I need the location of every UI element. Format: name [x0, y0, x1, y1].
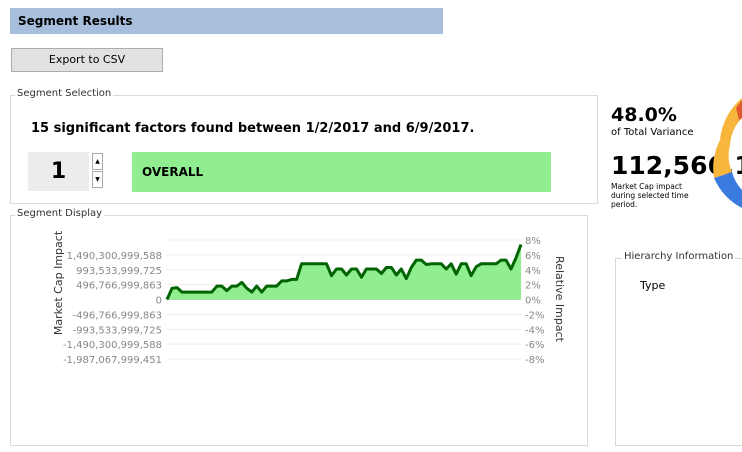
- panel-legend: Hierarchy Information: [622, 251, 736, 262]
- segment-selection-panel: Segment Selection 15 significant factors…: [10, 88, 598, 204]
- export-button[interactable]: Export to CSV: [11, 48, 163, 72]
- donut-segment: [736, 100, 742, 120]
- y2-tick-label: 8%: [525, 236, 541, 247]
- y-tick-label: -993,533,999,725: [73, 325, 163, 336]
- summary-text: 15 significant factors found between 1/2…: [31, 121, 475, 136]
- y2-tick-label: 4%: [525, 266, 541, 277]
- donut-segment: [714, 172, 742, 208]
- line: [165, 243, 523, 301]
- y-axis-title: Market Cap Impact: [52, 230, 65, 335]
- y2-tick-label: -2%: [525, 310, 544, 321]
- y2-tick-label: 2%: [525, 281, 541, 292]
- y2-tick-label: -4%: [525, 325, 544, 336]
- hierarchy-panel: Hierarchy Information Type: [615, 251, 742, 446]
- y2-tick-label: -8%: [525, 355, 544, 366]
- segment-display-panel: Segment Display: [10, 208, 588, 446]
- y-tick-label: 496,766,999,863: [76, 281, 162, 292]
- y-tick-label: -496,766,999,863: [73, 310, 163, 321]
- donut-segment: [713, 140, 732, 178]
- y-tick-label: -1,490,300,999,588: [63, 340, 162, 351]
- donut-chart: [713, 98, 742, 208]
- variance-value: 48.0%: [611, 104, 677, 126]
- y-tick-label: 0: [156, 296, 162, 307]
- y2-tick-label: 6%: [525, 251, 541, 262]
- spin-up[interactable]: ▲: [92, 153, 103, 170]
- panel-legend: Segment Selection: [15, 88, 114, 99]
- y2-tick-label: 0%: [525, 296, 541, 307]
- y2-tick-label: -6%: [525, 340, 544, 351]
- y-tick-label: 1,490,300,999,588: [67, 251, 162, 262]
- segment-number[interactable]: 1: [28, 152, 89, 191]
- spin-down[interactable]: ▼: [92, 171, 103, 188]
- impact-label: Market Cap impact during selected time p…: [611, 182, 689, 209]
- variance-label: of Total Variance: [611, 127, 694, 138]
- y-tick-label: -1,987,067,999,451: [63, 355, 162, 366]
- segment-name: OVERALL: [132, 152, 551, 192]
- type-label: Type: [640, 279, 666, 292]
- header-bar: Segment Results: [10, 8, 443, 34]
- y-tick-label: 993,533,999,725: [76, 266, 162, 277]
- chart: Market Cap Impact Relative Impact 1,490,…: [52, 230, 566, 366]
- panel-legend: Segment Display: [15, 208, 105, 219]
- y2-axis-title: Relative Impact: [553, 256, 566, 343]
- header-title: Segment Results: [18, 14, 133, 28]
